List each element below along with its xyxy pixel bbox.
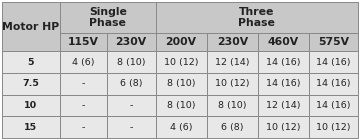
Text: 10 (12): 10 (12)	[164, 58, 198, 67]
Text: 230V: 230V	[217, 37, 248, 47]
Bar	[2, 2, 60, 52]
Text: 460V: 460V	[268, 37, 299, 47]
Text: 5: 5	[28, 58, 34, 67]
Text: 8 (10): 8 (10)	[117, 58, 145, 67]
Bar	[107, 33, 156, 52]
Text: 4 (6): 4 (6)	[72, 58, 94, 67]
Bar	[60, 52, 107, 73]
Bar	[156, 95, 207, 116]
Bar	[207, 116, 258, 138]
Bar	[309, 73, 358, 95]
Bar	[309, 95, 358, 116]
Bar	[2, 116, 60, 138]
Bar	[207, 33, 258, 52]
Text: 6 (8): 6 (8)	[221, 123, 243, 132]
Bar	[309, 116, 358, 138]
Text: Motor HP: Motor HP	[2, 22, 59, 32]
Text: 12 (14): 12 (14)	[266, 101, 301, 110]
Text: -: -	[81, 79, 85, 88]
Text: Single
Phase: Single Phase	[89, 7, 127, 28]
Text: -: -	[129, 101, 133, 110]
Bar	[60, 116, 107, 138]
Bar	[207, 73, 258, 95]
Text: 8 (10): 8 (10)	[167, 101, 195, 110]
Text: 14 (16): 14 (16)	[266, 79, 301, 88]
Bar	[156, 73, 207, 95]
Bar	[258, 73, 309, 95]
Text: 14 (16): 14 (16)	[316, 101, 351, 110]
Bar	[60, 95, 107, 116]
Bar	[60, 73, 107, 95]
Text: 10 (12): 10 (12)	[215, 79, 249, 88]
Bar	[156, 33, 207, 52]
Bar	[258, 33, 309, 52]
Bar	[107, 73, 156, 95]
Text: 14 (16): 14 (16)	[266, 58, 301, 67]
Bar	[207, 52, 258, 73]
Text: 10 (12): 10 (12)	[316, 123, 351, 132]
Bar	[60, 2, 156, 33]
Bar	[258, 95, 309, 116]
Bar	[258, 52, 309, 73]
Text: -: -	[81, 123, 85, 132]
Bar	[309, 33, 358, 52]
Text: 15: 15	[24, 123, 37, 132]
Bar	[2, 73, 60, 95]
Bar	[207, 95, 258, 116]
Bar	[2, 95, 60, 116]
Text: 230V: 230V	[116, 37, 147, 47]
Text: -: -	[129, 123, 133, 132]
Text: -: -	[81, 101, 85, 110]
Bar	[156, 52, 207, 73]
Bar	[107, 95, 156, 116]
Text: 10: 10	[24, 101, 37, 110]
Text: 4 (6): 4 (6)	[170, 123, 192, 132]
Text: 6 (8): 6 (8)	[120, 79, 142, 88]
Text: 12 (14): 12 (14)	[215, 58, 249, 67]
Text: Three
Phase: Three Phase	[238, 7, 275, 28]
Text: 14 (16): 14 (16)	[316, 79, 351, 88]
Bar	[156, 2, 358, 33]
Text: 14 (16): 14 (16)	[316, 58, 351, 67]
Text: 7.5: 7.5	[22, 79, 39, 88]
Text: 575V: 575V	[318, 37, 349, 47]
Bar	[309, 52, 358, 73]
Bar	[2, 52, 60, 73]
Bar	[107, 116, 156, 138]
Bar	[107, 52, 156, 73]
Text: 8 (10): 8 (10)	[167, 79, 195, 88]
Text: 10 (12): 10 (12)	[266, 123, 301, 132]
Text: 8 (10): 8 (10)	[218, 101, 247, 110]
Bar	[60, 33, 107, 52]
Text: 115V: 115V	[68, 37, 99, 47]
Text: 200V: 200V	[166, 37, 197, 47]
Bar	[258, 116, 309, 138]
Bar	[156, 116, 207, 138]
